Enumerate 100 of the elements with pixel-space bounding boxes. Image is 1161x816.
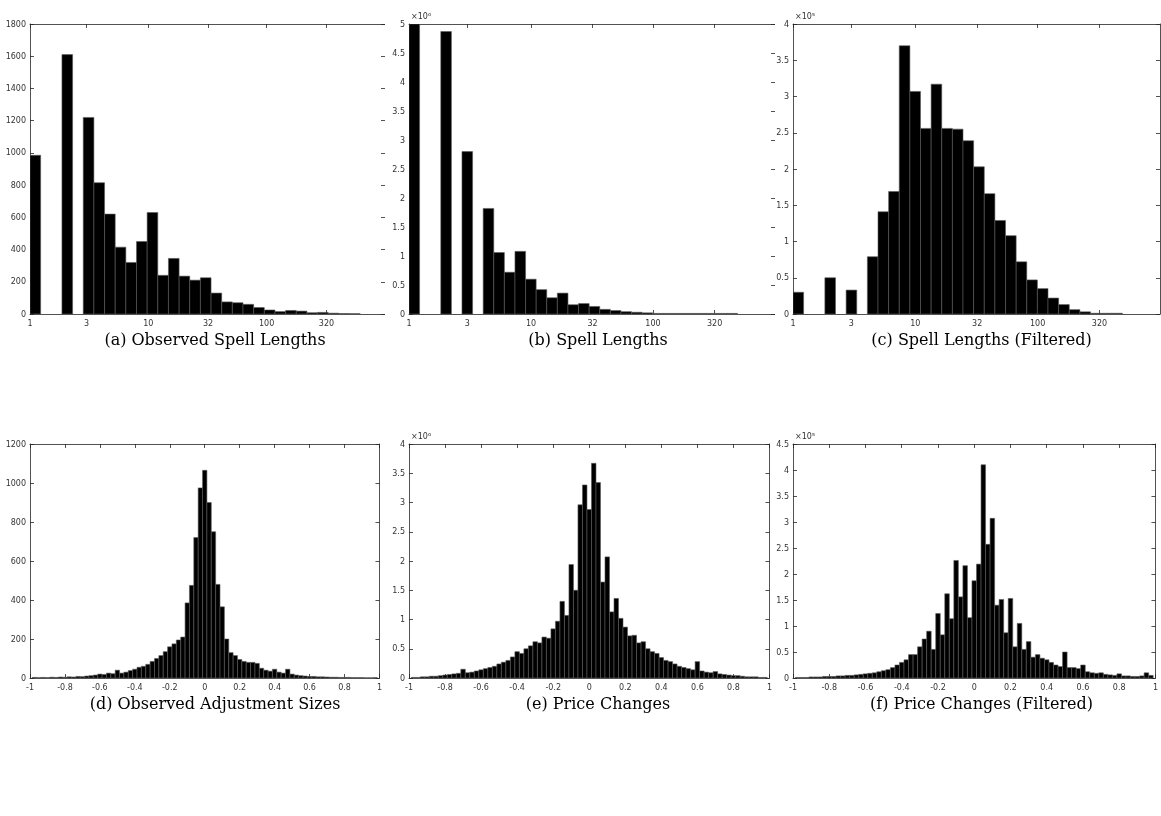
x-tick-label: 0	[586, 682, 592, 692]
y-tick-label: 1.5	[392, 585, 405, 595]
y-tick-label: 4	[783, 19, 789, 29]
y-tick-label: 0.5	[776, 273, 789, 283]
x-tick-label: 0	[971, 682, 977, 692]
x-tick-label: 0.2	[1004, 682, 1017, 692]
y-tick-label: 0	[20, 673, 26, 683]
y-tick-label: 0.5	[392, 280, 405, 290]
text: (c) Spell Lengths (Filtered)	[871, 329, 1092, 349]
text: (a) Observed Spell Lengths	[104, 329, 326, 349]
x-tick-label: -0.2	[930, 682, 946, 692]
y-tick-label: 1.5	[392, 222, 405, 232]
y-tick-label: 3.5	[392, 106, 405, 116]
x-tick-label: 10	[910, 318, 921, 328]
y-tick-label: 3	[783, 92, 789, 101]
x-tick-label: -0.6	[857, 682, 874, 692]
y-tick-label: 1600	[5, 51, 26, 61]
y-tick-label: 1.5	[776, 595, 789, 605]
x-tick-label: 1	[766, 682, 772, 692]
x-tick-label: -0.4	[127, 682, 143, 692]
x-tick-label: 0.4	[1040, 682, 1054, 692]
y-tick-label: 400	[10, 595, 26, 605]
text: ×10⁵	[795, 431, 816, 441]
x-tick-label: -0.4	[509, 682, 525, 692]
y-tick-label: 0	[783, 673, 789, 683]
x-tick-label: 100	[259, 318, 275, 328]
y-tick-label: 0.5	[776, 647, 789, 657]
y-tick-label: 400	[10, 245, 26, 255]
y-tick-label: 2	[783, 164, 789, 174]
x-tick-label: 32	[587, 318, 598, 328]
y-tick-label: 0	[399, 309, 405, 319]
y-tick-label: 1	[783, 237, 789, 246]
y-tick-label: 3	[783, 517, 789, 527]
x-tick-label: 0.8	[338, 682, 351, 692]
x-tick-label: -0.4	[893, 682, 910, 692]
y-tick-label: 600	[10, 212, 26, 222]
x-tick-label: 1	[376, 682, 382, 692]
x-tick-label: 10	[143, 318, 154, 328]
x-tick-label: -1	[405, 682, 413, 692]
y-tick-label: 4	[783, 465, 789, 475]
x-tick-label: -0.8	[821, 682, 838, 692]
x-tick-label: 320	[706, 318, 723, 328]
y-tick-label: 2	[783, 569, 789, 579]
y-tick-label: 1000	[5, 148, 26, 158]
y-tick-label: 2.5	[776, 543, 789, 553]
y-tick-label: 4.5	[776, 439, 789, 449]
x-tick-label: 32	[972, 318, 983, 328]
x-tick-label: 320	[1091, 318, 1108, 328]
x-tick-label: 0.2	[618, 682, 632, 692]
x-tick-label: 0.6	[303, 682, 316, 692]
x-tick-label: 100	[1030, 318, 1046, 328]
x-tick-label: 0.6	[1076, 682, 1090, 692]
y-tick-label: 2	[399, 193, 405, 203]
y-tick-label: 0	[20, 309, 26, 319]
y-tick-label: 2.5	[392, 527, 405, 537]
y-tick-label: 0.5	[392, 644, 405, 654]
text: ×10⁶	[411, 431, 432, 441]
y-tick-label: 1	[399, 251, 405, 261]
y-tick-label: 200	[10, 277, 26, 287]
y-tick-label: 0	[399, 673, 405, 683]
x-tick-label: 0	[202, 682, 208, 692]
y-tick-label: 1400	[5, 83, 26, 93]
y-tick-label: 600	[10, 556, 26, 566]
y-tick-label: 3.5	[776, 55, 789, 65]
x-tick-label: 32	[203, 318, 214, 328]
y-tick-label: 4	[399, 77, 405, 87]
x-tick-label: 0.4	[654, 682, 668, 692]
x-tick-label: 3	[83, 318, 90, 328]
y-tick-label: 1.5	[776, 200, 789, 210]
text: ×10⁵	[795, 11, 816, 21]
x-tick-label: 1	[406, 318, 412, 328]
x-tick-label: -1	[26, 682, 34, 692]
y-tick-label: 1800	[5, 19, 26, 29]
y-tick-label: 3	[399, 135, 405, 145]
y-tick-label: 5	[399, 19, 405, 29]
x-tick-label: 320	[318, 318, 335, 328]
y-tick-label: 1000	[5, 478, 26, 488]
x-tick-label: -0.2	[545, 682, 561, 692]
y-tick-label: 3.5	[776, 491, 789, 501]
x-tick-label: -0.6	[92, 682, 108, 692]
y-tick-label: 800	[10, 517, 26, 527]
x-tick-label: 0.6	[691, 682, 704, 692]
x-tick-label: -1	[789, 682, 797, 692]
y-tick-label: 4	[399, 439, 405, 449]
y-tick-label: 3.5	[392, 468, 405, 478]
text: (d) Observed Adjustment Sizes	[89, 693, 341, 713]
y-tick-label: 3	[399, 498, 405, 507]
y-tick-label: 1200	[5, 439, 26, 449]
x-tick-label: 0.4	[268, 682, 281, 692]
x-tick-label: -0.8	[437, 682, 453, 692]
y-tick-label: 4.5	[392, 48, 405, 58]
y-tick-label: 200	[10, 634, 26, 644]
x-tick-label: 1	[27, 318, 33, 328]
x-tick-label: 10	[525, 318, 537, 328]
x-tick-label: 1	[1152, 682, 1158, 692]
x-tick-label: 0.2	[233, 682, 247, 692]
x-tick-label: 3	[464, 318, 470, 328]
x-tick-label: 0.8	[727, 682, 740, 692]
text: (e) Price Changes	[525, 693, 671, 713]
y-tick-label: 1	[783, 621, 789, 631]
